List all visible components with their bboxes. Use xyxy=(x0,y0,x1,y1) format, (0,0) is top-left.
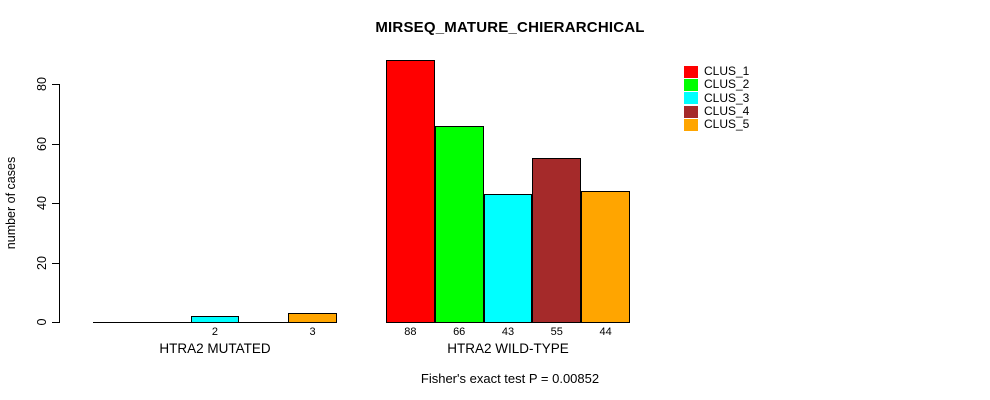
bar xyxy=(581,191,630,323)
bar-value-label: 88 xyxy=(404,326,417,338)
bar-value-label: 44 xyxy=(599,326,612,338)
bar-value-label: 43 xyxy=(501,326,515,338)
legend-label: CLUS_1 xyxy=(704,64,750,79)
group-label: HTRA2 WILD-TYPE xyxy=(447,341,569,356)
bar xyxy=(483,194,533,323)
bar-value-label: 66 xyxy=(453,326,466,338)
legend-label: CLUS_2 xyxy=(704,77,750,92)
legend-swatch xyxy=(684,92,698,105)
zero-bar xyxy=(93,322,142,323)
legend-swatch xyxy=(684,105,698,118)
zero-bar xyxy=(239,322,289,323)
group-label: HTRA2 MUTATED xyxy=(159,341,271,356)
legend-row: CLUS_5 xyxy=(684,118,749,131)
bar-value-label: 2 xyxy=(211,326,219,338)
y-tick-label: 40 xyxy=(35,196,49,210)
stat-test-caption: Fisher's exact test P = 0.00852 xyxy=(420,371,600,386)
bar-value-label: 55 xyxy=(550,326,563,338)
bar xyxy=(434,125,484,323)
y-tick xyxy=(52,203,59,204)
bar xyxy=(288,313,337,323)
y-axis-line xyxy=(59,84,60,323)
y-tick-label: 60 xyxy=(35,136,49,151)
legend-row: CLUS_2 xyxy=(684,78,749,91)
y-tick xyxy=(52,322,59,323)
zero-bar xyxy=(141,322,191,323)
chart-title: MIRSEQ_MATURE_CHIERARCHICAL xyxy=(375,19,645,36)
bar xyxy=(386,60,435,323)
y-tick xyxy=(52,84,59,85)
legend: CLUS_1 CLUS_2 CLUS_3 CLUS_4 CLUS_5 xyxy=(684,65,749,131)
y-tick-label: 20 xyxy=(35,255,49,270)
y-tick-label: 80 xyxy=(35,77,49,91)
legend-row: CLUS_3 xyxy=(684,90,750,105)
legend-swatch xyxy=(684,118,698,131)
bar xyxy=(190,316,240,323)
y-tick-label: 0 xyxy=(35,318,49,326)
legend-swatch xyxy=(684,65,698,78)
legend-label: CLUS_5 xyxy=(704,117,750,132)
y-tick xyxy=(52,143,59,145)
legend-row: CLUS_1 xyxy=(684,65,749,78)
y-tick xyxy=(52,262,59,264)
legend-label: CLUS_3 xyxy=(704,90,750,105)
legend-swatch xyxy=(684,78,698,91)
bar xyxy=(532,158,582,323)
legend-label: CLUS_4 xyxy=(704,104,750,119)
bar-value-label: 3 xyxy=(309,326,316,338)
legend-row: CLUS_4 xyxy=(684,105,749,118)
